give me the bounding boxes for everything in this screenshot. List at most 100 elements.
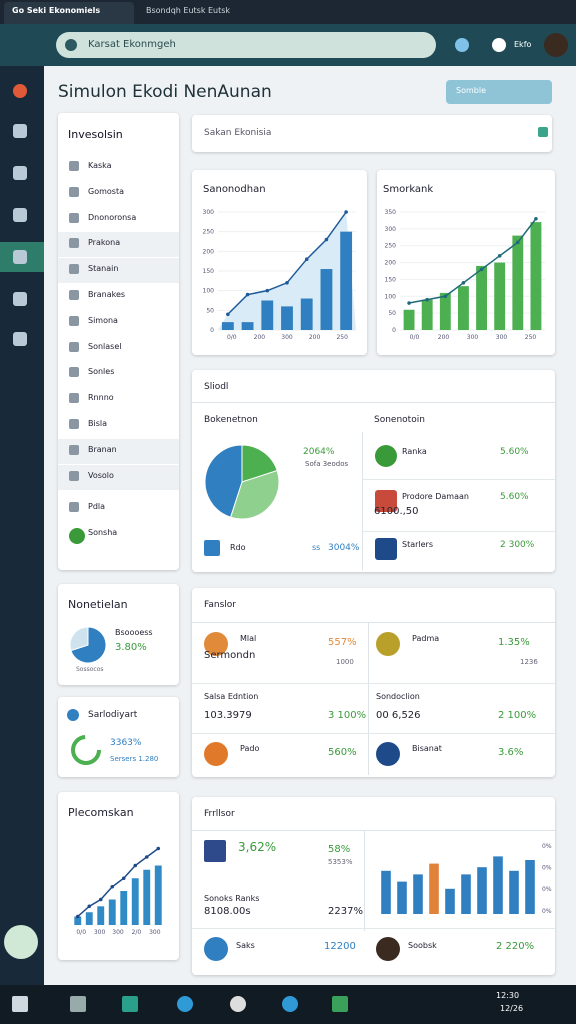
icon (69, 528, 85, 545)
icon (69, 290, 79, 300)
icon (282, 996, 298, 1012)
card-title: Sarlodiyart (88, 710, 138, 720)
icon (375, 445, 397, 467)
divider (368, 623, 369, 775)
row-name: Mlal (240, 634, 257, 643)
search-field[interactable] (56, 32, 436, 58)
search-placeholder[interactable]: Sakan Ekonisia (204, 128, 272, 138)
row-name: Soobsk (408, 941, 437, 950)
pie-note: Sofa 3eodos (305, 460, 349, 468)
row-value: 560% (328, 747, 357, 758)
tab-title: Go Seki Ekonomiels (12, 6, 101, 15)
row-value: 2 220% (496, 941, 535, 952)
row-sub: 6100.,50 (374, 506, 419, 517)
icon (122, 996, 138, 1012)
icon (455, 38, 469, 52)
row-value: 5.60% (500, 447, 529, 457)
row-name: Bisanat (412, 744, 442, 753)
icon (69, 341, 79, 352)
card-title: Frrllsor (204, 809, 235, 819)
icon (13, 166, 27, 180)
row-value: 5.60% (500, 492, 529, 502)
row-value: 3.6% (498, 747, 524, 758)
icon (69, 212, 79, 223)
icon (13, 208, 27, 222)
row-value: 2 100% (498, 710, 537, 721)
icon (204, 937, 228, 961)
icon (69, 470, 79, 481)
search-text[interactable]: Karsat Ekonmgeh (88, 39, 176, 50)
nav-item[interactable]: Gomosta (88, 186, 124, 196)
icon (67, 709, 79, 721)
chart-title: Sanonodhan (203, 184, 266, 195)
nav-item[interactable]: Branan (88, 444, 117, 454)
search-card (192, 115, 552, 152)
header-button[interactable] (446, 80, 552, 104)
icon (13, 292, 27, 306)
icon (204, 632, 228, 656)
row-name: Ranka (402, 447, 427, 456)
nav-item[interactable]: Stanain (88, 264, 119, 274)
icon (69, 264, 79, 275)
icon (12, 996, 28, 1012)
legend-label: Rdo (230, 543, 246, 552)
nav-item[interactable]: Simona (88, 315, 118, 325)
nav-item[interactable]: Sonsha (88, 528, 118, 538)
nav-item[interactable]: Sonlasel (88, 341, 122, 351)
clock-date: 12/26 (500, 1004, 524, 1013)
card-title: Sliodl (204, 382, 229, 392)
card-title: Nonetielan (68, 598, 128, 611)
nav-item[interactable]: Bisla (88, 419, 108, 428)
row-note: 1236 (520, 658, 538, 666)
rule (192, 830, 555, 831)
row-note: 1000 (336, 658, 354, 666)
nav-item[interactable]: Kaska (88, 161, 112, 170)
rule (192, 683, 555, 684)
rule (192, 622, 555, 623)
icon (65, 39, 77, 51)
nav-item[interactable]: Pdla (88, 502, 106, 512)
rule (362, 531, 555, 532)
nav-item[interactable]: Rnnno (88, 393, 114, 403)
row-name: Padma (412, 634, 440, 643)
tab (4, 2, 134, 24)
icon (69, 393, 79, 404)
nav-item[interactable]: Prakona (88, 238, 121, 248)
icon (204, 840, 226, 862)
rule (192, 402, 555, 403)
icon (69, 238, 79, 249)
factors-card (192, 588, 555, 777)
nav-item[interactable]: Vosolo (88, 470, 114, 480)
progress-value: 3363% (110, 738, 142, 748)
icon (69, 186, 79, 197)
rule (362, 479, 555, 480)
section-title: Sonenotoin (374, 415, 425, 425)
row-sub: 103.3979 (204, 710, 252, 721)
row-value: 2 300% (500, 540, 535, 550)
row-name: Saks (236, 941, 255, 950)
divider (362, 432, 363, 570)
icon (69, 444, 79, 455)
rule (192, 928, 555, 929)
row-sub: Sermondn (204, 650, 256, 661)
row-value: 58% (328, 844, 351, 855)
legend-value: 3004% (328, 543, 360, 553)
card-title: Fanslor (204, 600, 236, 610)
icon (376, 632, 400, 656)
chart-card (192, 170, 367, 355)
nav-item[interactable]: Sonles (88, 367, 115, 377)
tab-title: Bsondqh Eutsk Eutsk (146, 6, 231, 15)
divider (364, 831, 365, 931)
row-name: Salsa Edntion (204, 692, 259, 701)
button-label[interactable]: Somble (456, 86, 486, 95)
icon (544, 33, 568, 57)
sidebar (0, 66, 44, 986)
nav-item[interactable]: Dnonoronsa (88, 212, 137, 222)
row-value: 557% (328, 637, 357, 648)
clock-time: 12:30 (496, 991, 520, 1000)
summary-value: 3.80% (115, 642, 147, 653)
row-sub: 8108.00s (204, 906, 251, 917)
nav-item[interactable]: Branakes (88, 290, 126, 299)
page-title: Simulon Ekodi NenAunan (58, 82, 272, 102)
